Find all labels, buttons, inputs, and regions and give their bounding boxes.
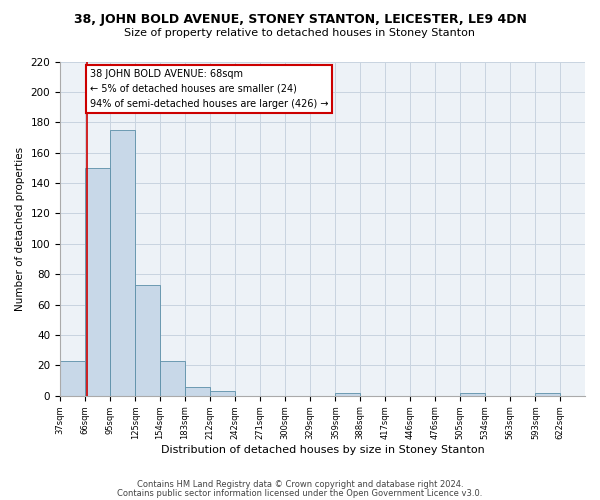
Y-axis label: Number of detached properties: Number of detached properties	[15, 146, 25, 310]
Bar	[135, 285, 160, 396]
Bar	[535, 392, 560, 396]
Bar	[60, 361, 85, 396]
Bar	[85, 168, 110, 396]
X-axis label: Distribution of detached houses by size in Stoney Stanton: Distribution of detached houses by size …	[161, 445, 484, 455]
Bar	[110, 130, 135, 396]
Text: 38 JOHN BOLD AVENUE: 68sqm
← 5% of detached houses are smaller (24)
94% of semi-: 38 JOHN BOLD AVENUE: 68sqm ← 5% of detac…	[90, 69, 328, 108]
Bar	[185, 386, 209, 396]
Text: Contains public sector information licensed under the Open Government Licence v3: Contains public sector information licen…	[118, 488, 482, 498]
Bar	[460, 392, 485, 396]
Text: Contains HM Land Registry data © Crown copyright and database right 2024.: Contains HM Land Registry data © Crown c…	[137, 480, 463, 489]
Text: Size of property relative to detached houses in Stoney Stanton: Size of property relative to detached ho…	[125, 28, 476, 38]
Text: 38, JOHN BOLD AVENUE, STONEY STANTON, LEICESTER, LE9 4DN: 38, JOHN BOLD AVENUE, STONEY STANTON, LE…	[74, 12, 526, 26]
Bar	[209, 391, 235, 396]
Bar	[160, 361, 185, 396]
Bar	[335, 392, 360, 396]
